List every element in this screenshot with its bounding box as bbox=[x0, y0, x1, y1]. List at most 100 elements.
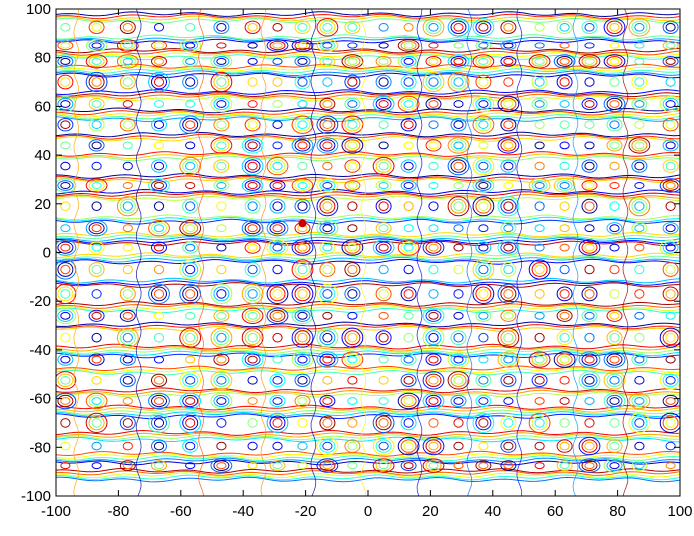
contour-ring bbox=[216, 243, 227, 252]
contour-ring bbox=[56, 392, 77, 410]
contour-ring bbox=[500, 139, 517, 152]
contour-ring bbox=[609, 141, 620, 150]
contour-ring bbox=[60, 224, 71, 233]
contour-band-line bbox=[56, 193, 680, 200]
contour-ring bbox=[272, 42, 283, 49]
contour-ring bbox=[319, 20, 336, 34]
contour-ring bbox=[185, 224, 196, 233]
contour-ring bbox=[344, 159, 361, 173]
contour-ring bbox=[122, 355, 133, 364]
contour-ring bbox=[556, 439, 573, 453]
contour-ring bbox=[316, 178, 339, 193]
contour-ring bbox=[609, 224, 620, 233]
contour-ring bbox=[148, 220, 170, 237]
contour-ring bbox=[216, 332, 227, 343]
contour-ring bbox=[634, 264, 645, 275]
contour-ring bbox=[659, 327, 680, 348]
contour-ring bbox=[553, 351, 576, 368]
contour-ring bbox=[185, 201, 196, 211]
contour-ring bbox=[400, 74, 417, 90]
contour-ring bbox=[57, 353, 74, 366]
contour-ring bbox=[213, 373, 230, 387]
contour-ring bbox=[453, 355, 464, 364]
contour-ring bbox=[475, 159, 492, 173]
contour-ring bbox=[247, 77, 258, 87]
contour-ring bbox=[185, 120, 196, 129]
contour-ring bbox=[397, 39, 420, 52]
contour-ring bbox=[606, 118, 623, 132]
contour-ring bbox=[122, 100, 133, 108]
contour-band-line bbox=[56, 321, 680, 328]
contour-ring bbox=[403, 462, 414, 470]
contour-ring bbox=[553, 178, 576, 193]
contour-ring bbox=[85, 71, 108, 93]
contour-ring bbox=[503, 311, 514, 320]
contour-ring bbox=[88, 262, 105, 277]
contour-ring bbox=[584, 161, 595, 171]
contour-ring bbox=[556, 309, 573, 322]
contour-ring bbox=[347, 397, 358, 405]
contour-ring bbox=[609, 77, 620, 87]
contour-ring bbox=[584, 462, 595, 470]
contour-ring bbox=[584, 289, 595, 299]
contour-band-line bbox=[56, 457, 680, 464]
contour-ring bbox=[122, 418, 133, 428]
contour-ring bbox=[122, 224, 133, 233]
contour-ring bbox=[453, 224, 464, 233]
contour-ring bbox=[559, 201, 570, 211]
contour-ring bbox=[319, 241, 336, 254]
contour-ring bbox=[581, 439, 598, 453]
contour-ring bbox=[628, 412, 651, 433]
contour-ring bbox=[151, 241, 167, 254]
contour-band-line bbox=[56, 133, 680, 140]
contour-ring bbox=[344, 74, 361, 90]
contour-ring bbox=[609, 23, 620, 32]
contour-ring bbox=[182, 159, 199, 173]
contour-ring bbox=[291, 137, 314, 154]
contour-ring bbox=[216, 224, 227, 233]
contour-ring bbox=[210, 458, 233, 473]
contour-ring bbox=[151, 394, 167, 408]
contour-ring bbox=[122, 243, 133, 252]
contour-ring bbox=[269, 286, 286, 302]
contour-ring bbox=[344, 241, 361, 254]
contour-ring bbox=[584, 397, 595, 405]
contour-ring bbox=[319, 97, 336, 111]
contour-ring bbox=[322, 141, 333, 150]
contour-ring bbox=[478, 311, 489, 320]
y-tick-label: -60 bbox=[29, 391, 51, 408]
contour-ring bbox=[631, 20, 648, 34]
contour-ring bbox=[247, 332, 258, 343]
contour-ring bbox=[497, 196, 520, 217]
contour-ring bbox=[634, 182, 645, 189]
contour-ring bbox=[422, 307, 445, 324]
contour-ring bbox=[428, 77, 439, 87]
contour-ring bbox=[179, 392, 202, 410]
contour-ring bbox=[378, 289, 389, 299]
contour-ring bbox=[291, 283, 314, 304]
contour-ring bbox=[378, 311, 389, 320]
contour-band-line bbox=[56, 240, 680, 247]
contour-ring bbox=[665, 141, 676, 150]
contour-ring bbox=[428, 23, 439, 32]
contour-ring bbox=[247, 224, 258, 233]
contour-ring bbox=[425, 373, 442, 387]
contour-ring bbox=[584, 57, 595, 65]
contour-ring bbox=[344, 286, 361, 302]
contour-ring bbox=[122, 42, 133, 49]
contour-ring bbox=[153, 77, 165, 87]
contour-ring bbox=[210, 327, 233, 348]
contour-ring bbox=[450, 394, 467, 408]
contour-ring bbox=[581, 353, 598, 366]
contour-band-line bbox=[56, 254, 680, 261]
contour-ring bbox=[266, 412, 289, 433]
contour-ring bbox=[344, 330, 361, 346]
contour-ring bbox=[665, 57, 676, 65]
contour-ring bbox=[247, 376, 258, 385]
contour-ring bbox=[531, 74, 548, 90]
contour-ring bbox=[241, 220, 264, 237]
contour-ring bbox=[60, 397, 71, 405]
contour-ring bbox=[534, 224, 545, 233]
contour-ring bbox=[447, 371, 470, 390]
contour-ring bbox=[475, 241, 492, 254]
